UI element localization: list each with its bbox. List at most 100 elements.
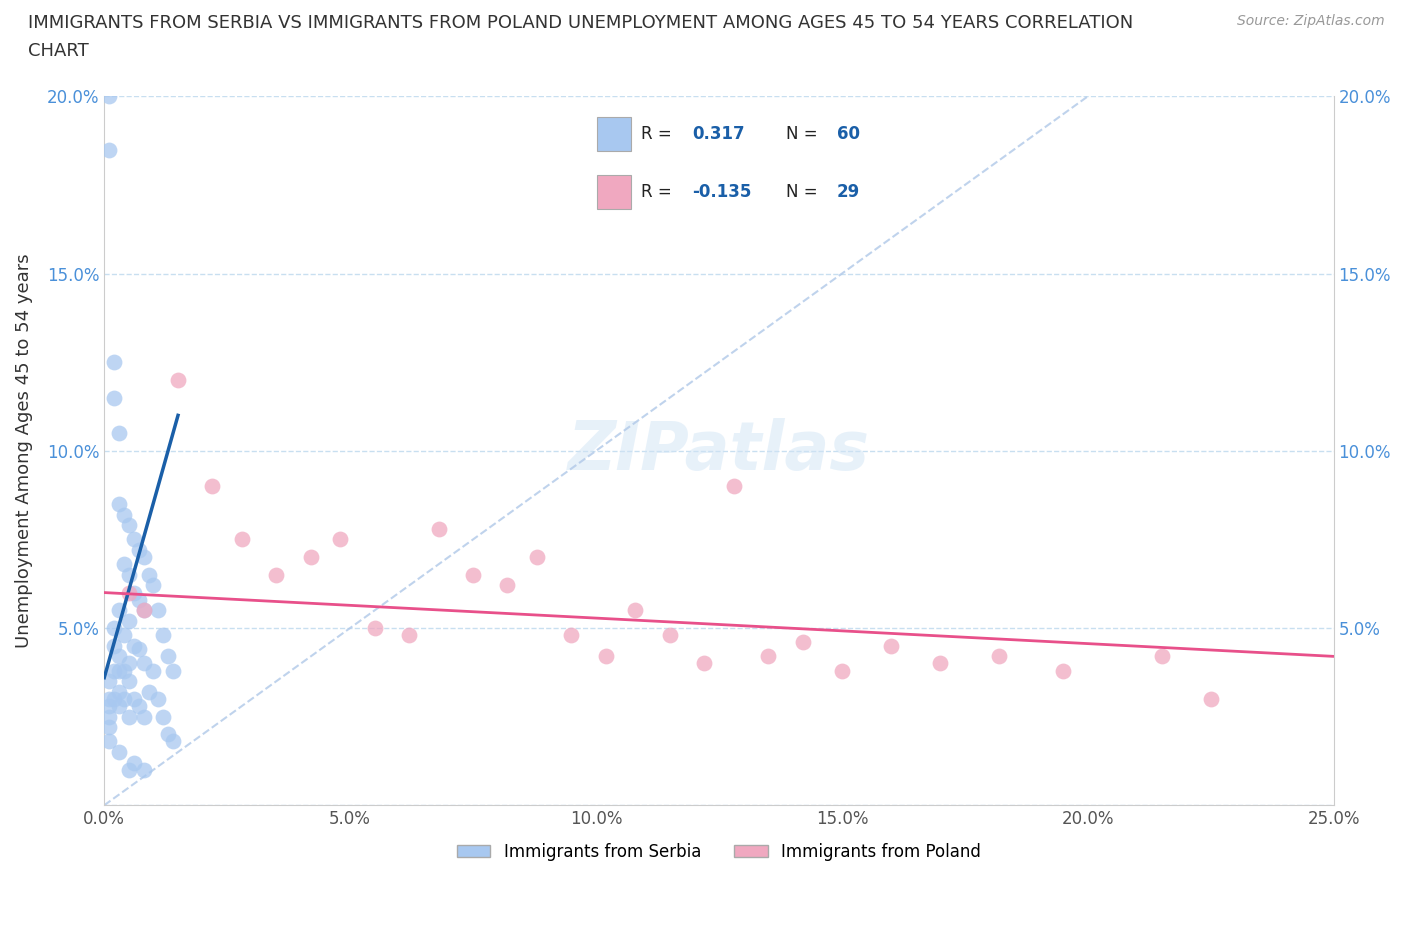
- Point: [329, 532, 352, 547]
- Point: [364, 620, 387, 635]
- Point: [880, 638, 903, 653]
- Point: [792, 635, 814, 650]
- Point: [103, 692, 125, 707]
- Point: [108, 603, 131, 618]
- Point: [929, 656, 952, 671]
- Point: [988, 649, 1011, 664]
- Point: [118, 518, 141, 533]
- Point: [118, 763, 141, 777]
- Point: [118, 614, 141, 629]
- Point: [201, 479, 224, 494]
- Point: [624, 603, 647, 618]
- Text: R =: R =: [641, 125, 678, 142]
- Point: [526, 550, 548, 565]
- Point: [98, 89, 121, 104]
- Point: [148, 603, 170, 618]
- Point: [118, 585, 141, 600]
- Point: [427, 522, 450, 537]
- Point: [142, 578, 165, 593]
- Point: [112, 507, 135, 522]
- Point: [152, 628, 174, 643]
- Point: [461, 567, 484, 582]
- Point: [118, 656, 141, 671]
- Point: [148, 692, 170, 707]
- Point: [108, 649, 131, 664]
- Point: [132, 603, 155, 618]
- Point: [118, 673, 141, 688]
- Point: [108, 426, 131, 441]
- Point: [231, 532, 253, 547]
- Point: [103, 354, 125, 369]
- Point: [98, 673, 121, 688]
- Text: R =: R =: [641, 183, 678, 201]
- Point: [108, 663, 131, 678]
- Point: [118, 710, 141, 724]
- Text: Source: ZipAtlas.com: Source: ZipAtlas.com: [1237, 14, 1385, 28]
- Point: [560, 628, 582, 643]
- Bar: [598, 117, 631, 151]
- Point: [103, 620, 125, 635]
- Point: [103, 663, 125, 678]
- Point: [112, 557, 135, 572]
- Point: [1150, 649, 1173, 664]
- Text: -0.135: -0.135: [692, 183, 751, 201]
- Point: [98, 720, 121, 735]
- Point: [112, 692, 135, 707]
- Point: [132, 550, 155, 565]
- Point: [128, 698, 150, 713]
- Point: [122, 692, 145, 707]
- Point: [723, 479, 745, 494]
- Point: [142, 663, 165, 678]
- Text: ZIPatlas: ZIPatlas: [568, 418, 870, 484]
- Point: [122, 755, 145, 770]
- Point: [1052, 663, 1074, 678]
- Point: [103, 638, 125, 653]
- Point: [132, 603, 155, 618]
- Point: [108, 684, 131, 699]
- Point: [157, 649, 180, 664]
- Point: [122, 638, 145, 653]
- Point: [132, 763, 155, 777]
- Text: 0.317: 0.317: [692, 125, 744, 142]
- Point: [162, 663, 184, 678]
- Point: [658, 628, 681, 643]
- Point: [266, 567, 288, 582]
- Point: [152, 710, 174, 724]
- Point: [162, 734, 184, 749]
- Text: 60: 60: [837, 125, 860, 142]
- Point: [118, 567, 141, 582]
- Point: [138, 567, 160, 582]
- Point: [98, 692, 121, 707]
- Point: [103, 391, 125, 405]
- Text: IMMIGRANTS FROM SERBIA VS IMMIGRANTS FROM POLAND UNEMPLOYMENT AMONG AGES 45 TO 5: IMMIGRANTS FROM SERBIA VS IMMIGRANTS FRO…: [28, 14, 1133, 32]
- Legend: Immigrants from Serbia, Immigrants from Poland: Immigrants from Serbia, Immigrants from …: [450, 836, 987, 868]
- Point: [398, 628, 420, 643]
- Point: [299, 550, 322, 565]
- Point: [128, 542, 150, 557]
- Point: [693, 656, 716, 671]
- Y-axis label: Unemployment Among Ages 45 to 54 years: Unemployment Among Ages 45 to 54 years: [15, 254, 32, 648]
- Point: [112, 628, 135, 643]
- Point: [138, 684, 160, 699]
- Point: [98, 142, 121, 157]
- Point: [98, 734, 121, 749]
- Point: [128, 592, 150, 607]
- Text: N =: N =: [786, 125, 823, 142]
- Point: [157, 727, 180, 742]
- Point: [108, 745, 131, 760]
- Point: [167, 373, 190, 388]
- Point: [122, 585, 145, 600]
- Point: [98, 698, 121, 713]
- Bar: [598, 175, 631, 208]
- Point: [132, 656, 155, 671]
- Point: [128, 642, 150, 657]
- Point: [831, 663, 853, 678]
- Point: [132, 710, 155, 724]
- Point: [98, 710, 121, 724]
- Point: [108, 497, 131, 512]
- Point: [756, 649, 779, 664]
- Point: [112, 663, 135, 678]
- Text: 29: 29: [837, 183, 860, 201]
- Point: [122, 532, 145, 547]
- Point: [496, 578, 519, 593]
